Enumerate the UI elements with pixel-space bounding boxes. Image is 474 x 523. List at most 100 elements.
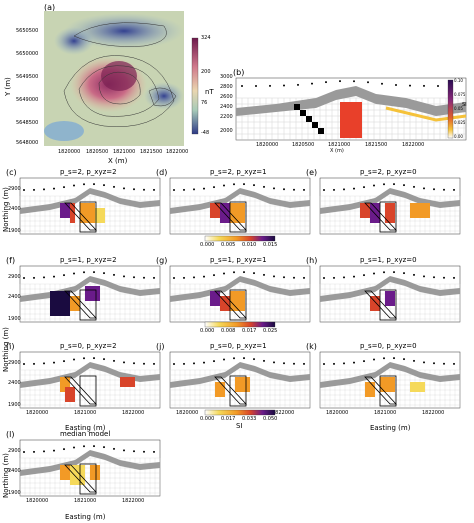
observation-point <box>93 183 95 186</box>
observation-point <box>123 275 125 278</box>
panel-title: p_s=2, p_xyz=2 <box>60 168 117 176</box>
model-cell-block <box>385 291 395 306</box>
northing-tick: 2400 <box>8 206 21 212</box>
observation-point <box>33 188 35 191</box>
observation-point <box>443 188 445 191</box>
panel-a-ylabel: Y (m) <box>4 77 12 96</box>
observation-point <box>283 276 285 279</box>
observation-point <box>233 183 235 186</box>
row-colorbar <box>204 409 276 416</box>
observation-point <box>73 446 75 449</box>
observation-point <box>243 271 245 274</box>
panel-b-cbar-tick: 0.05 <box>454 106 463 111</box>
panel-a-xtick: 1821000 <box>113 149 136 155</box>
easting-tick: 1822000 <box>422 410 445 416</box>
model-cell-block <box>410 382 425 392</box>
observation-point <box>333 188 335 191</box>
panel-b-ytick: 2200 <box>220 114 233 120</box>
observation-point <box>333 362 335 365</box>
observation-point <box>423 275 425 278</box>
colorbar-tick: 0.050 <box>263 416 278 422</box>
observation-point <box>381 82 383 85</box>
panel-a-ytick: 5649500 <box>16 74 39 80</box>
susceptibility-model-panel <box>19 177 161 235</box>
easting-tick: 1820000 <box>26 410 49 416</box>
panel-a-ytick: 5648000 <box>16 140 39 146</box>
northing-label: Northing (m) <box>2 453 10 498</box>
panel-a-letter: (a) <box>44 3 56 12</box>
observation-point <box>293 362 295 365</box>
easting-tick: 1821000 <box>74 498 97 504</box>
susceptibility-model-panel <box>169 265 311 323</box>
row-colorbar <box>204 235 276 242</box>
dipping-dyke <box>294 104 324 134</box>
panel-title: median model <box>60 430 111 438</box>
observation-point <box>63 186 65 189</box>
observation-point <box>293 276 295 279</box>
observation-point <box>193 188 195 191</box>
susceptibility-model-panel <box>19 265 161 323</box>
observation-point <box>373 272 375 275</box>
panel-b-ytick: 3000 <box>220 74 233 80</box>
susceptibility-model-panel <box>169 177 311 235</box>
observation-point <box>325 81 327 84</box>
colorbar-unit: SI <box>236 422 243 430</box>
panel-letter: (k) <box>306 342 317 351</box>
easting-tick: 1820000 <box>26 498 49 504</box>
panel-b-cbar-unit: SI <box>462 102 467 108</box>
northing-tick: 1900 <box>8 316 21 322</box>
panel-letter: (i) <box>6 342 15 351</box>
observation-point <box>183 188 185 191</box>
susceptibility-model-panel <box>169 351 311 409</box>
panel-letter: (g) <box>156 256 168 265</box>
model-cell-block <box>370 296 380 311</box>
colorbar-tick: 0.010 <box>242 242 257 248</box>
panel-title: p_s=0, p_xyz=1 <box>210 342 267 350</box>
colorbar-tick: 0.033 <box>242 416 257 422</box>
observation-point <box>343 276 345 279</box>
panel-b-ytick: 2400 <box>220 104 233 110</box>
observation-point <box>383 357 385 360</box>
observation-point <box>53 275 55 278</box>
northing-tick: 2400 <box>8 468 21 474</box>
observation-point <box>143 188 145 191</box>
susceptibility-model-panel <box>319 177 461 235</box>
observation-point <box>403 358 405 361</box>
observation-point <box>243 357 245 360</box>
panel-a-xtick: 1821500 <box>140 149 163 155</box>
northing-label: Northing (m) <box>2 327 10 372</box>
colorbar-tick: 0.000 <box>200 328 215 334</box>
panel-title: p_s=0, p_xyz=0 <box>360 342 417 350</box>
observation-point <box>433 276 435 279</box>
northing-tick: 1900 <box>8 402 21 408</box>
observation-point <box>153 450 155 453</box>
easting-label: Easting (m) <box>370 424 411 432</box>
model-cell-block <box>220 203 230 223</box>
observation-point <box>363 186 365 189</box>
panel-title: p_s=1, p_xyz=0 <box>360 256 417 264</box>
model-cell-block <box>210 203 220 218</box>
observation-point <box>323 276 325 279</box>
model-cell-block <box>85 286 100 301</box>
model-cell-block <box>60 203 70 218</box>
observation-point <box>437 84 439 87</box>
panel-a-xtick: 1820000 <box>58 149 81 155</box>
observation-point <box>83 183 85 186</box>
observation-point <box>393 271 395 274</box>
easting-label: Easting (m) <box>65 424 106 432</box>
observation-point <box>373 184 375 187</box>
panel-b-cbar-tick: 0.025 <box>454 120 466 125</box>
easting-tick: 1821000 <box>74 410 97 416</box>
observation-point <box>223 184 225 187</box>
model-cell-block <box>70 203 75 223</box>
panel-a-xtick: 1822000 <box>166 149 189 155</box>
observation-point <box>173 188 175 191</box>
observation-point <box>353 80 355 83</box>
observation-point <box>63 448 65 451</box>
observation-point <box>353 361 355 364</box>
observation-point <box>43 450 45 453</box>
easting-tick: 1820000 <box>176 410 199 416</box>
panel-a-cbar-unit: nT <box>205 88 214 96</box>
model-cell-block <box>360 203 370 218</box>
observation-point <box>33 276 35 279</box>
